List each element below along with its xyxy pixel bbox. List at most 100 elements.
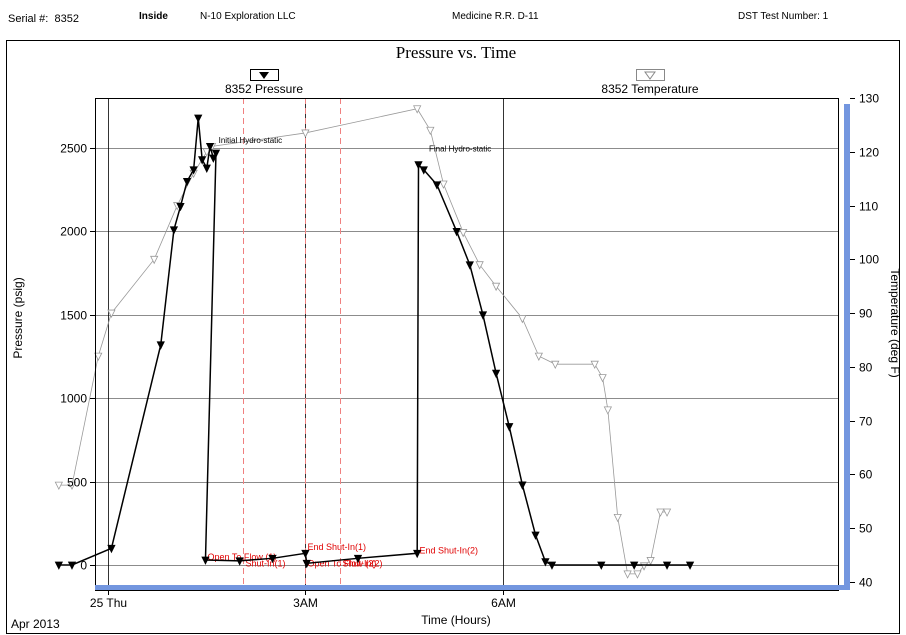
series-0-point-0 [54, 561, 63, 570]
series-1-point-28 [662, 508, 672, 517]
series-0-point-36 [685, 561, 695, 570]
y2-axis-ticks: 40 50 60 70 80 90 100 110 120 130 [850, 92, 879, 590]
series-1-point-14 [475, 261, 484, 270]
plot-frame [95, 98, 839, 591]
y2-axis-label: Temperature (deg F) [888, 268, 902, 377]
x-date-label: Apr 2013 [11, 617, 60, 631]
series-1-point-26 [646, 557, 655, 566]
series-0-point-11 [205, 142, 215, 152]
series-1-point-10 [413, 105, 422, 114]
chart-title: Pressure vs. Time [396, 43, 516, 62]
y2-tick-label-9: 130 [859, 92, 879, 106]
series-0-point-20 [413, 549, 422, 559]
series-1-point-22 [613, 514, 622, 523]
series-0-point-1 [67, 561, 77, 570]
annotations: Initial Hydro-static Final Hydro-static [219, 136, 492, 153]
series-0-point-18 [302, 559, 311, 569]
series-1-point-23 [623, 570, 632, 579]
series-1-point-4 [150, 255, 159, 265]
y-tick-label-1: 500 [67, 476, 87, 490]
series-0-point-34 [630, 561, 639, 570]
series-1-point-1 [67, 481, 77, 491]
series-1-point-13 [459, 229, 468, 238]
legend-pressure-label: 8352 Pressure [225, 82, 303, 96]
horizontal-grid [95, 148, 838, 566]
event-lines: Open To Flow (1)Shut-In(1) End Shut-In(1)… [208, 98, 478, 590]
y2-tick-label-4: 80 [859, 361, 873, 375]
series-0-point-15 [235, 557, 244, 566]
series-0-point-23 [432, 181, 442, 190]
series-0-point-16 [268, 554, 277, 564]
event-label-3: Open To Flow (2) [308, 559, 377, 569]
series-0-point-35 [662, 561, 672, 570]
series-1-point-12 [439, 180, 448, 189]
series-0-point-13 [211, 149, 221, 158]
legend-temperature-label: 8352 Temperature [601, 82, 699, 96]
series-1-point-0 [54, 481, 63, 491]
event-label-2: End Shut-In(1) [308, 542, 367, 552]
series-0-point-3 [156, 341, 165, 350]
series-1-point-27 [656, 508, 665, 517]
series-0-point-6 [182, 177, 192, 187]
series-0-point-7 [189, 166, 198, 175]
series-0-point-31 [541, 558, 550, 567]
series-0-point-9 [198, 156, 207, 165]
y-tick-label-2: 1000 [60, 392, 87, 406]
series-0-point-4 [169, 226, 179, 235]
legend-temperature: 8352 Temperature [601, 69, 699, 96]
series-1-point-21 [603, 406, 613, 415]
y-tick-label-3: 1500 [60, 309, 87, 323]
x-tick-label-1: 6AM [491, 596, 516, 610]
y-axis-ticks: 0 500 1000 1500 2000 2500 [60, 142, 95, 573]
x-axis-label: Time (Hours) [421, 613, 491, 627]
x-axis-ticks: 3AM 6AM 25 Thu [90, 590, 516, 610]
x-tick-label-2: 25 Thu [90, 596, 127, 610]
series-1-point-17 [534, 352, 543, 361]
series-1-point-11 [426, 126, 435, 136]
pressure-series [54, 114, 695, 570]
y2-tick-label-0: 40 [859, 576, 873, 590]
company-name: N-10 Exploration LLC [200, 11, 296, 22]
series-0-point-19 [353, 554, 363, 564]
y2-tick-label-3: 70 [859, 415, 873, 429]
y2-tick-label-2: 60 [859, 468, 873, 482]
series-0-point-32 [547, 561, 557, 570]
outer-frame [6, 40, 900, 634]
event-label-1: Shut-In(1) [246, 559, 286, 569]
y-tick-label-5: 2500 [60, 142, 87, 156]
bottom-axis-bar [95, 585, 850, 590]
event-label-0: Open To Flow (1) [208, 552, 277, 562]
series-0-point-30 [531, 531, 540, 540]
series-1-point-15 [491, 282, 501, 292]
series-0-point-12 [209, 154, 218, 163]
series-1-point-16 [518, 315, 527, 324]
y-axis-label: Pressure (psig) [11, 277, 25, 358]
series-0-point-22 [419, 166, 428, 175]
test-number: DST Test Number: 1 [738, 11, 829, 22]
series-1-point-2 [94, 352, 103, 361]
event-label-4: Shut-In(2) [343, 559, 383, 569]
legend-pressure: 8352 Pressure [225, 69, 303, 96]
series-0-point-8 [194, 114, 203, 123]
series-0-point-29 [518, 481, 527, 490]
annotation-1: Final Hydro-static [429, 144, 491, 153]
series-0-point-24 [452, 228, 461, 237]
series-1-point-24 [633, 570, 642, 579]
series-0-point-25 [465, 261, 474, 270]
series-0-point-27 [491, 369, 501, 379]
plot-area: Open To Flow (1)Shut-In(1) End Shut-In(1)… [54, 98, 850, 591]
y-tick-label-0: 0 [80, 559, 87, 573]
series-0-point-21 [414, 161, 423, 170]
series-1-point-20 [598, 374, 607, 383]
x-tick-label-0: 3AM [293, 596, 318, 610]
series-1-point-19 [590, 360, 599, 370]
legend-temperature-marker [644, 71, 656, 80]
y2-tick-label-6: 100 [859, 253, 879, 267]
series-1-point-9 [301, 129, 310, 138]
series-0-point-10 [202, 164, 211, 173]
series-0-point-26 [478, 311, 488, 320]
serial-value: 8352 [54, 13, 79, 25]
plot-background [95, 98, 838, 590]
y2-tick-label-7: 110 [859, 200, 878, 214]
